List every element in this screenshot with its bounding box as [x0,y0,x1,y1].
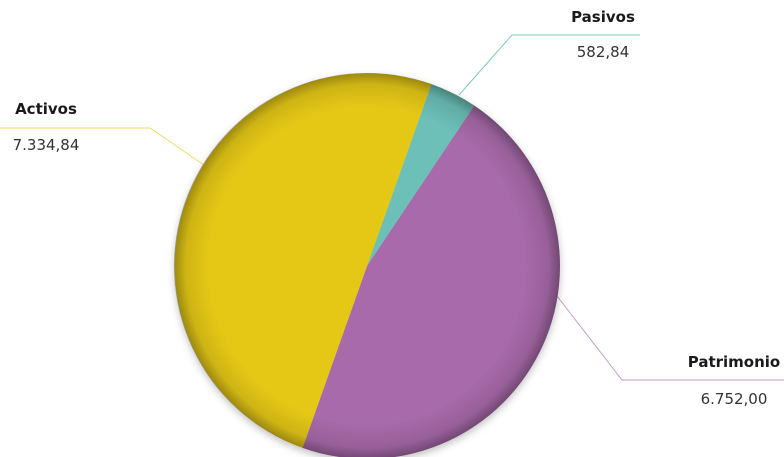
leader-line-patrimonio [556,295,784,381]
value-pasivos: 582,84 [577,43,630,61]
value-patrimonio: 6.752,00 [701,390,768,408]
label-pasivos: Pasivos [571,8,635,26]
label-activos: Activos [15,100,77,118]
pie-slices [174,73,560,457]
value-activos: 7.334,84 [13,136,80,154]
label-patrimonio: Patrimonio [688,353,780,371]
